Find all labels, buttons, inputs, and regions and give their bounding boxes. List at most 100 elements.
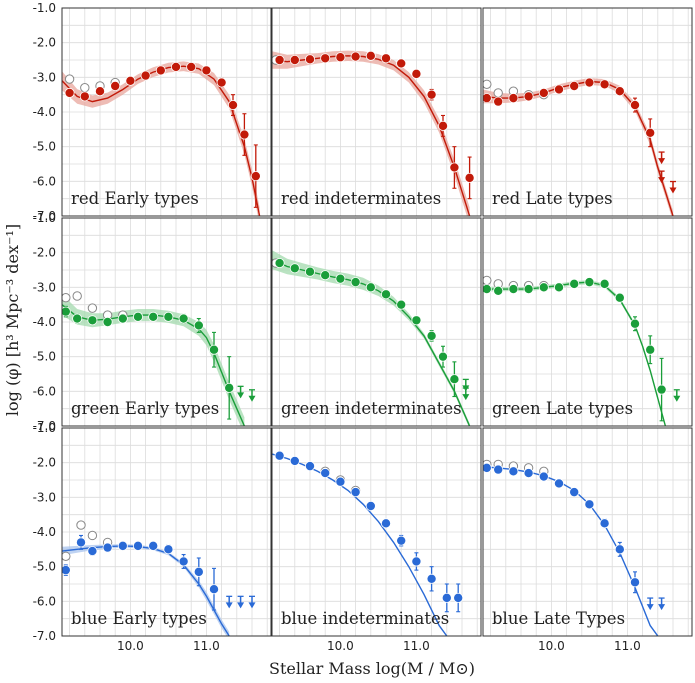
panel-frame xyxy=(61,7,272,217)
panel-content xyxy=(62,291,256,426)
data-point xyxy=(523,91,534,102)
data-point xyxy=(569,278,580,289)
data-point xyxy=(304,266,315,277)
panel-green-late-types: green Late types xyxy=(482,217,693,427)
x-tick-label: 10.0 xyxy=(327,639,354,653)
data-point xyxy=(508,284,519,295)
fit-line xyxy=(272,453,448,636)
fit-line xyxy=(62,304,246,426)
y-tick-label: -3.0 xyxy=(33,490,56,504)
data-point xyxy=(117,540,128,551)
data-point xyxy=(320,468,331,479)
data-point xyxy=(201,65,212,76)
data-point xyxy=(426,573,437,584)
data-point xyxy=(508,93,519,104)
data-point xyxy=(380,289,391,300)
data-point xyxy=(554,478,565,489)
upper-limit-arrow xyxy=(658,158,666,165)
panel-blue-indeterminates: blue indeterminates xyxy=(271,427,482,637)
panel-grid xyxy=(483,218,692,426)
data-point xyxy=(569,487,580,498)
data-point xyxy=(483,284,492,295)
data-point xyxy=(584,499,595,510)
data-point xyxy=(227,100,238,111)
data-point xyxy=(538,471,549,482)
data-point xyxy=(62,306,71,317)
y-tick-label: -2.0 xyxy=(33,246,56,260)
data-point xyxy=(320,270,331,281)
y-tick-label: -3.0 xyxy=(33,70,56,84)
panel-title: red Late types xyxy=(492,189,613,208)
panel-frame xyxy=(61,427,272,637)
data-point xyxy=(554,282,565,293)
data-point xyxy=(523,284,534,295)
data-point xyxy=(554,84,565,95)
data-point xyxy=(87,315,98,326)
data-point xyxy=(630,318,641,329)
data-point xyxy=(584,277,595,288)
data-point xyxy=(250,171,261,182)
upper-limit-arrow xyxy=(462,394,470,401)
panel-title: green Late types xyxy=(492,399,633,418)
data-point xyxy=(350,277,361,288)
x-tick-label: 10.0 xyxy=(538,639,565,653)
y-tick-label: -6.0 xyxy=(33,174,56,188)
data-point xyxy=(569,81,580,92)
data-point xyxy=(449,374,460,385)
y-tick-label: -2.0 xyxy=(33,456,56,470)
upper-limit-arrow xyxy=(248,602,256,609)
data-point xyxy=(186,61,197,72)
data-point xyxy=(193,320,204,331)
open-data-point xyxy=(87,530,98,541)
data-point xyxy=(274,55,285,66)
open-data-point xyxy=(62,551,71,561)
data-point xyxy=(62,565,71,576)
panel-red-early-types: red Early types xyxy=(61,7,272,217)
data-point xyxy=(437,120,448,131)
data-point xyxy=(483,462,492,473)
data-point xyxy=(110,81,121,92)
data-point xyxy=(493,96,504,107)
data-point xyxy=(396,535,407,546)
data-point xyxy=(645,344,656,355)
panel-frame xyxy=(271,427,482,637)
data-point xyxy=(365,282,376,293)
data-point xyxy=(64,87,75,98)
y-tick-label: -1.0 xyxy=(33,1,56,15)
panel-content xyxy=(272,250,471,426)
panel-red-late-types: red Late types xyxy=(482,7,693,217)
data-point xyxy=(396,299,407,310)
data-point xyxy=(453,592,464,603)
data-point xyxy=(79,91,90,102)
upper-limit-arrow xyxy=(225,602,233,609)
panel-blue-late-types: blue Late Types xyxy=(482,427,693,637)
data-point xyxy=(411,556,422,567)
data-point xyxy=(614,86,625,97)
open-data-point xyxy=(76,520,86,530)
data-point xyxy=(614,544,625,555)
data-point xyxy=(224,382,235,393)
y-tick-label: -5.0 xyxy=(33,560,56,574)
data-point xyxy=(411,68,422,79)
panel-content xyxy=(483,459,666,636)
data-point xyxy=(274,258,285,269)
y-tick-label: -1.0 xyxy=(33,211,56,225)
data-point xyxy=(380,518,391,529)
upper-limit-arrow xyxy=(669,187,677,194)
panel-content xyxy=(62,520,256,636)
data-point xyxy=(289,263,300,274)
data-point xyxy=(599,518,610,529)
data-point xyxy=(163,544,174,555)
data-point xyxy=(140,70,151,81)
panel-green-early-types: green Early types xyxy=(61,217,272,427)
upper-limit-arrow xyxy=(237,392,245,399)
data-point xyxy=(289,55,300,66)
y-tick-label: -4.0 xyxy=(33,525,56,539)
upper-limit-arrow xyxy=(248,395,256,402)
panel-frame xyxy=(271,217,482,427)
x-tick-label: 10.0 xyxy=(117,639,144,653)
data-point xyxy=(437,351,448,362)
data-point xyxy=(178,556,189,567)
data-point xyxy=(208,344,219,355)
